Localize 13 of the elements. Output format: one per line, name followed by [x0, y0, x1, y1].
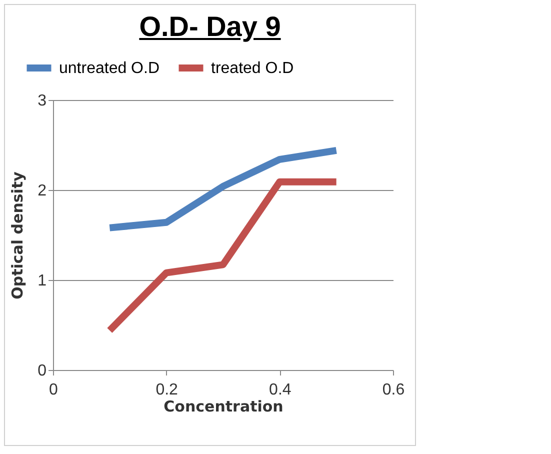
y-tick-label: 1 [38, 272, 47, 290]
chart-title: O.D- Day 9 [138, 11, 282, 43]
x-tick-label: 0.6 [382, 382, 405, 398]
x-tick-label: 0.2 [156, 382, 178, 398]
y-tick-label: 3 [38, 92, 47, 110]
y-tick-label: 0 [38, 362, 47, 380]
x-axis-title: Concentration [164, 398, 284, 416]
y-axis-title: Optical density [8, 171, 27, 300]
legend-label: treated O.D [211, 60, 294, 77]
x-tick-label: 0.4 [269, 382, 292, 398]
x-tick-label: 0 [49, 382, 58, 398]
legend-label: untreated O.D [59, 60, 160, 77]
y-tick-label: 2 [38, 182, 47, 200]
